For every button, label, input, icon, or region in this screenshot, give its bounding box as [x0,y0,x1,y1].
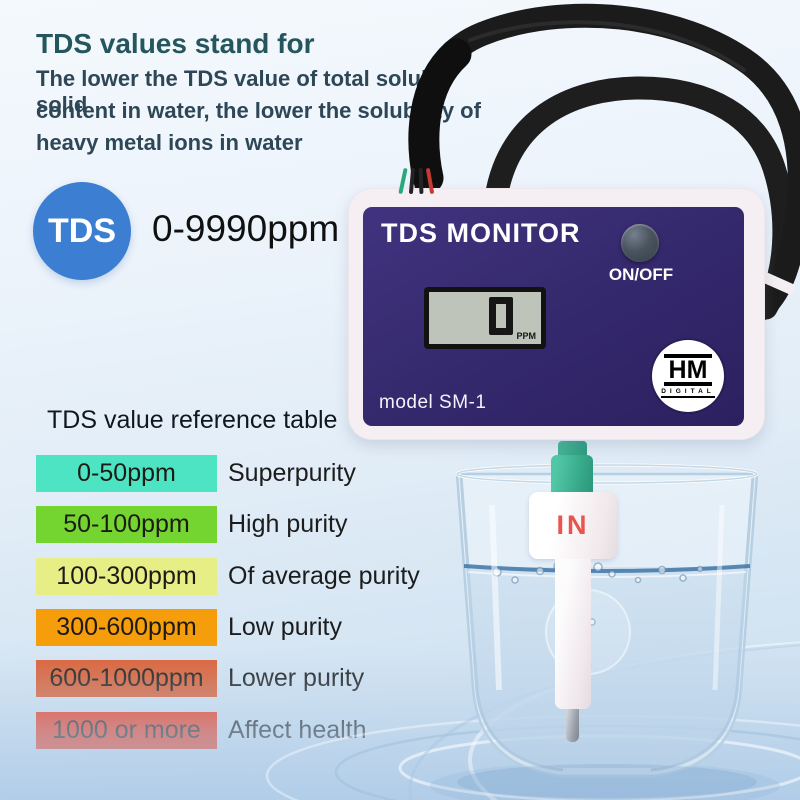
probe-stem [555,559,591,709]
wire-black-1 [408,167,416,195]
probe-in-label: IN [556,510,590,540]
lcd-display: PPM [424,287,546,349]
lcd-digit-zero [489,297,513,335]
table-row-range: 0-50ppm [36,455,217,492]
table-row-label: Of average purity [228,562,420,590]
table-row-range: 50-100ppm [36,506,217,543]
tds-range-value: 0-9990ppm [152,208,340,249]
probe-cap-top [558,441,587,457]
probe-body: IN [529,492,617,559]
tds-badge: TDS [33,182,131,280]
intro-line-3: heavy metal ions in water [36,130,303,155]
reference-table-title: TDS value reference table [47,406,338,434]
brand-logo-sub: DIGITAL [661,388,715,398]
cable-wires [398,167,453,198]
brand-logo: HM DIGITAL [652,340,724,412]
tds-monitor-device: TDS MONITOR ON/OFF PPM model SM-1 HM DIG… [348,188,765,440]
lcd-unit-label: PPM [516,331,536,341]
table-row-label: Low purity [228,613,342,641]
wire-red [425,167,435,195]
probe-cap [551,455,593,497]
power-button-label: ON/OFF [608,265,674,284]
table-row-label: High purity [228,510,348,538]
wire-black-2 [418,167,424,195]
intro-title: TDS values stand for [36,28,315,59]
brand-logo-name: HM [664,354,712,386]
table-row-range: 300-600ppm [36,609,217,646]
table-row-label: Superpurity [228,459,356,487]
table-row-range: 100-300ppm [36,558,217,595]
power-button [621,224,659,262]
intro-line-1: The lower the TDS value of total soluble… [36,66,453,117]
device-model-label: model SM-1 [379,392,487,413]
tds-badge-label: TDS [48,211,116,250]
device-title: TDS MONITOR [381,218,581,248]
device-cable [408,3,800,326]
probe-electrode-pin [566,709,579,742]
intro-line-2: content in water, the lower the solubili… [36,98,481,123]
device-faceplate: TDS MONITOR ON/OFF PPM model SM-1 HM DIG… [363,207,744,426]
